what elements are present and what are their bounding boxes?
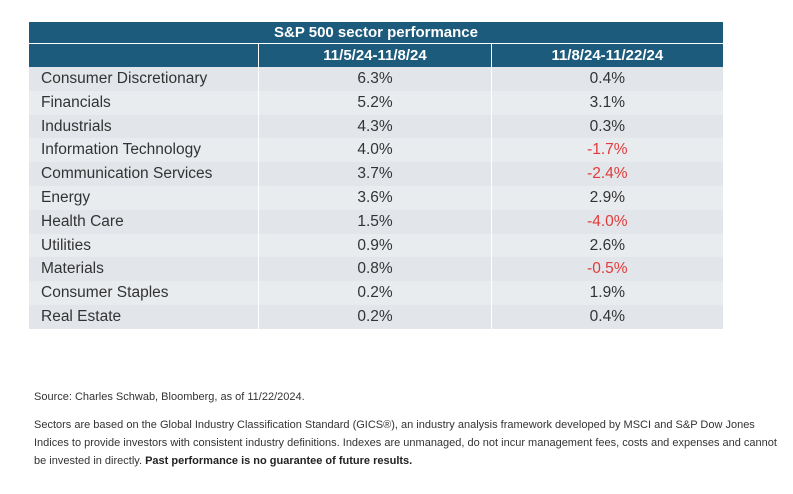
- period-2-value: -4.0%: [490, 209, 723, 234]
- period-2-value: 1.9%: [490, 281, 723, 305]
- disclaimer: Past performance is no guarantee of futu…: [145, 455, 413, 467]
- period-1-value: 0.2%: [258, 281, 490, 305]
- period-2-value: -1.7%: [490, 138, 723, 163]
- table-row: Real Estate 0.2% 0.4%: [29, 304, 723, 329]
- sector-name: Communication Services: [41, 165, 213, 183]
- header-period-2: 11/8/24-11/22/24: [490, 44, 723, 67]
- period-1-value: 3.6%: [258, 185, 490, 210]
- sector-name: Information Technology: [41, 141, 201, 159]
- period-1-value: 6.3%: [258, 67, 490, 91]
- table-row: Materials 0.8% -0.5%: [29, 257, 723, 282]
- period-1-value: 4.3%: [258, 114, 490, 139]
- period-2-value: 3.1%: [490, 90, 723, 115]
- period-1-value: 0.2%: [258, 304, 490, 329]
- table-row: Health Care 1.5% -4.0%: [29, 209, 723, 234]
- table-row: Financials 5.2% 3.1%: [29, 90, 723, 115]
- sectors-note: Sectors are based on the Global Industry…: [34, 416, 779, 470]
- table-row: Communication Services 3.7% -2.4%: [29, 162, 723, 186]
- period-2-value: -0.5%: [490, 257, 723, 282]
- header-sector: [29, 44, 258, 67]
- table-header: 11/5/24-11/8/24 11/8/24-11/22/24: [29, 43, 723, 67]
- table-row: Consumer Staples 0.2% 1.9%: [29, 281, 723, 305]
- period-1-value: 3.7%: [258, 162, 490, 186]
- period-2-value: 2.9%: [490, 185, 723, 210]
- table-title: S&P 500 sector performance: [29, 22, 723, 43]
- period-1-value: 5.2%: [258, 90, 490, 115]
- header-period-1: 11/5/24-11/8/24: [258, 44, 490, 67]
- sector-name: Health Care: [41, 212, 124, 230]
- sector-name: Energy: [41, 188, 91, 206]
- period-1-value: 4.0%: [258, 138, 490, 163]
- source-note: Source: Charles Schwab, Bloomberg, as of…: [34, 391, 305, 403]
- period-2-value: 0.4%: [490, 304, 723, 329]
- performance-table: S&P 500 sector performance 11/5/24-11/8/…: [29, 22, 723, 329]
- table-row: Industrials 4.3% 0.3%: [29, 114, 723, 139]
- footnotes: Source: Charles Schwab, Bloomberg, as of…: [34, 388, 779, 470]
- table-row: Information Technology 4.0% -1.7%: [29, 138, 723, 163]
- sector-name: Consumer Staples: [41, 284, 169, 302]
- period-1-value: 0.8%: [258, 257, 490, 282]
- period-2-value: 0.4%: [490, 67, 723, 91]
- sector-name: Materials: [41, 260, 104, 278]
- sectors-note-text: Sectors are based on the Global Industry…: [34, 419, 777, 467]
- period-1-value: 0.9%: [258, 233, 490, 258]
- period-1-value: 1.5%: [258, 209, 490, 234]
- period-2-value: 2.6%: [490, 233, 723, 258]
- table-row: Utilities 0.9% 2.6%: [29, 233, 723, 258]
- sector-name: Industrials: [41, 117, 112, 135]
- table-row: Consumer Discretionary 6.3% 0.4%: [29, 67, 723, 91]
- table-body: Consumer Discretionary 6.3% 0.4% Financials…: [29, 67, 723, 329]
- sector-name: Consumer Discretionary: [41, 70, 208, 87]
- sector-name: Utilities: [41, 236, 91, 254]
- period-2-value: 0.3%: [490, 114, 723, 139]
- sector-name: Financials: [41, 93, 111, 111]
- period-2-value: -2.4%: [490, 162, 723, 186]
- sector-name: Real Estate: [41, 307, 122, 325]
- table-row: Energy 3.6% 2.9%: [29, 185, 723, 210]
